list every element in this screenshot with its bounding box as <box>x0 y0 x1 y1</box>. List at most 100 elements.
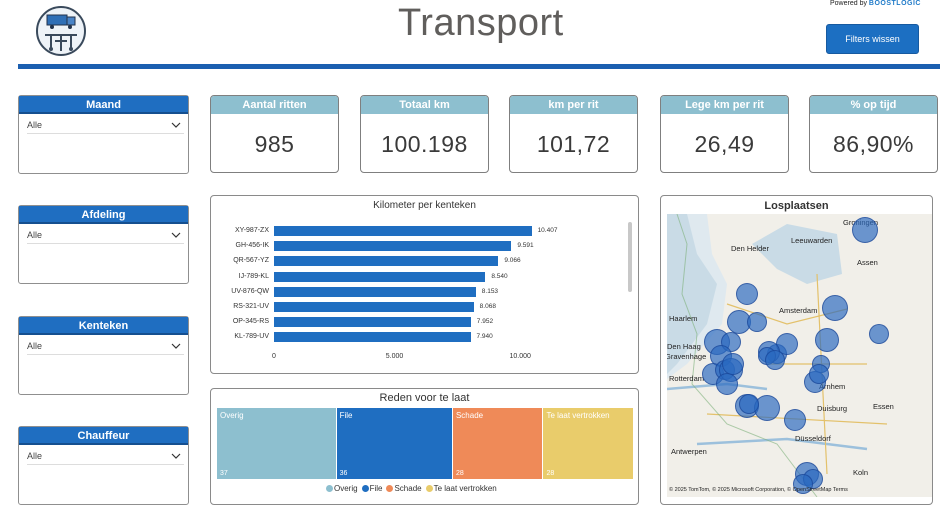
legend-item: Te laat vertrokken <box>425 484 497 493</box>
map-bubble[interactable] <box>869 324 889 344</box>
chart-scrollbar[interactable] <box>628 222 632 292</box>
map-place-label: Düsseldorf <box>795 434 831 443</box>
bar-value-label: 7.940 <box>476 333 493 341</box>
treemap-title: Reden voor te laat <box>379 392 470 404</box>
slicer-label: Chauffeur <box>19 427 188 445</box>
slicer-dropdown-chauffeur[interactable]: Alle <box>27 451 184 465</box>
map-place-label: Haarlem <box>669 314 698 323</box>
kpi-value: 101,72 <box>536 131 611 157</box>
treemap-tile-value: 37 <box>220 470 228 477</box>
chevron-down-icon <box>171 232 181 238</box>
bar[interactable] <box>274 256 499 267</box>
map-place-label: Duisburg <box>817 404 848 413</box>
x-axis-tick-label: 10.000 <box>509 353 531 360</box>
bar[interactable] <box>274 286 476 297</box>
kpi-label: km per rit <box>510 96 637 114</box>
bar-value-label: 8.153 <box>481 287 499 295</box>
bar-chart-title: Kilometer per kenteken <box>373 200 476 211</box>
map-bubble[interactable] <box>765 350 785 370</box>
slicer-label: Kenteken <box>19 317 188 335</box>
treemap-tile[interactable]: Schade 28 <box>452 408 543 479</box>
map-bubble[interactable] <box>747 312 767 332</box>
kpi-km-per-rit: km per rit 101,72 <box>509 95 638 173</box>
map-bubble[interactable] <box>815 328 839 352</box>
map-background <box>667 214 932 497</box>
bar[interactable] <box>274 271 486 282</box>
bar-category-label: QR-567-YZ <box>233 257 269 265</box>
bar-category-label: RS-321-UV <box>233 303 269 310</box>
x-axis-tick-label: 5.000 <box>385 353 404 360</box>
clear-filters-button[interactable]: Filters wissen <box>826 24 919 54</box>
kpi-totaal-km: Totaal km 100.198 <box>360 95 489 173</box>
bar-category-label: UV-876-QW <box>231 287 269 295</box>
map-bubble[interactable] <box>784 409 806 431</box>
bar-value-label: 8.540 <box>491 272 508 280</box>
legend-label: File <box>369 484 383 493</box>
slicer-value: Alle <box>27 341 43 351</box>
page-title: Transport <box>398 2 564 44</box>
bar-value-label: 8.068 <box>479 303 496 310</box>
treemap-tile[interactable]: Overig 37 <box>217 408 336 479</box>
slicer-label: Maand <box>19 96 188 114</box>
bar[interactable] <box>274 317 471 328</box>
chevron-down-icon <box>171 453 181 459</box>
legend-marker <box>326 485 333 492</box>
map-bubble[interactable] <box>739 394 759 414</box>
map-bubble[interactable] <box>809 364 829 384</box>
map-bubble[interactable] <box>793 474 813 494</box>
slicer-dropdown-afdeling[interactable]: Alle <box>27 230 184 244</box>
treemap-tile-value: 36 <box>339 470 348 477</box>
legend-marker <box>386 485 394 492</box>
legend-label: Te laat vertrokken <box>433 484 497 493</box>
chevron-down-icon <box>171 122 181 128</box>
kpi-value: 985 <box>254 131 295 157</box>
treemap-tile-value: 28 <box>455 470 464 477</box>
map-place-label: Arnhem <box>819 382 846 391</box>
map-place-label: Antwerpen <box>671 447 707 456</box>
header-divider <box>18 64 940 69</box>
map-bubble[interactable] <box>722 353 744 375</box>
bar-category-label: XY-987-ZX <box>235 227 269 234</box>
bar[interactable] <box>274 241 512 252</box>
x-axis-tick-label: 0 <box>272 353 276 360</box>
kpi-value: 86,90% <box>832 131 914 157</box>
map-bubble[interactable] <box>822 295 848 321</box>
kpi-value: 26,49 <box>694 131 755 157</box>
slicer-dropdown-kenteken[interactable]: Alle <box>27 341 184 355</box>
map-bubble[interactable] <box>852 217 878 243</box>
bar[interactable] <box>274 302 474 312</box>
bar-category-label: KL-789-UV <box>234 333 269 341</box>
map-place-label: Essen <box>873 402 894 411</box>
map-place-label: Den Haag <box>667 342 701 351</box>
treemap-tile-label: Schade <box>455 411 484 420</box>
map-place-label: Amsterdam <box>779 306 818 315</box>
legend-label: Overig <box>334 484 358 493</box>
bar-value-label: 9.591 <box>517 242 534 250</box>
slicer-value: Alle <box>27 230 43 240</box>
map-place-label: Leeuwarden <box>791 236 833 245</box>
treemap-tile[interactable]: File 36 <box>336 408 452 479</box>
bar-category-label: OP-345-RS <box>232 318 269 326</box>
powered-by: Powered by BOOSTLOGIC <box>830 0 921 7</box>
treemap-tile-label: File <box>339 411 353 420</box>
slicer-label: Afdeling <box>19 206 188 224</box>
slicer-kenteken: Kenteken Alle <box>18 316 189 395</box>
map-bubble[interactable] <box>736 283 758 305</box>
legend-marker <box>425 485 433 492</box>
bar-chart-panel: Kilometer per kenteken XY-987-ZX 10.407 GH… <box>210 195 639 374</box>
map-place-label: Rotterdam <box>669 374 705 383</box>
treemap-tile[interactable]: Te laat vertrokken 28 <box>543 408 633 479</box>
map-bubble[interactable] <box>716 373 738 395</box>
powered-by-brand: BOOSTLOGIC <box>868 0 921 7</box>
legend-item: Schade <box>386 484 422 493</box>
slicer-value: Alle <box>27 120 43 130</box>
bar[interactable] <box>274 332 471 343</box>
map-canvas[interactable]: GroningenLeeuwardenDen HelderAssenAmster… <box>667 214 932 497</box>
kpi-value: 100.198 <box>381 131 468 157</box>
slicer-dropdown-maand[interactable]: Alle <box>27 120 184 134</box>
bar[interactable] <box>274 226 532 236</box>
map-place-label: Koln <box>853 468 869 477</box>
slicer-chauffeur: Chauffeur Alle <box>18 426 189 505</box>
bar-value-label: 7.952 <box>476 318 494 326</box>
map-place-label: Assen <box>857 258 878 267</box>
